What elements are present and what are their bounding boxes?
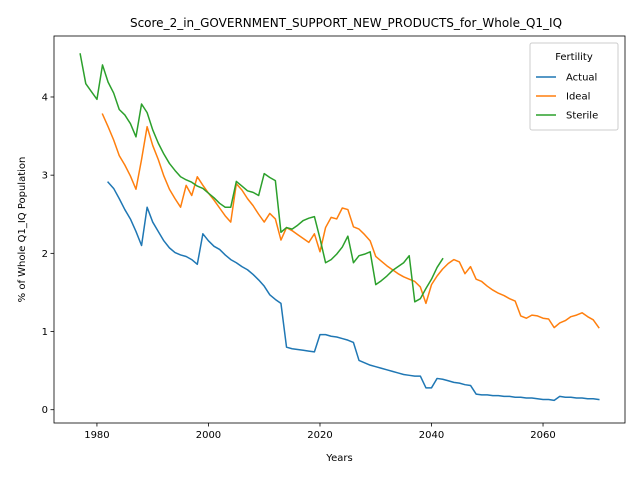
series-line-ideal xyxy=(101,113,600,329)
x-tick-label: 2060 xyxy=(530,430,555,441)
legend: Fertility Actual Ideal Sterile xyxy=(529,42,619,131)
x-tick-label: 2000 xyxy=(196,430,221,441)
legend-label-actual: Actual xyxy=(566,73,597,84)
plot-area xyxy=(53,35,626,424)
y-axis: 0 1 2 3 4 xyxy=(42,92,54,416)
legend-label-ideal: Ideal xyxy=(566,92,590,103)
legend-label-sterile: Sterile xyxy=(566,111,598,122)
legend-box xyxy=(529,42,619,131)
legend-entries: Actual Ideal Sterile xyxy=(536,73,598,122)
y-tick-label: 2 xyxy=(42,249,48,260)
y-axis-label: % of Whole Q1_IQ Population xyxy=(17,157,28,303)
x-tick-label: 1980 xyxy=(84,430,109,441)
x-axis-label: Years xyxy=(325,453,352,464)
x-tick-label: 2040 xyxy=(419,430,444,441)
x-axis: 1980 2000 2020 2040 2060 xyxy=(84,423,556,441)
series-line-actual xyxy=(107,181,600,402)
y-tick-label: 4 xyxy=(42,92,48,103)
legend-title: Fertility xyxy=(555,52,593,63)
y-tick-label: 0 xyxy=(42,405,48,416)
x-tick-label: 2020 xyxy=(307,430,332,441)
series-line-sterile xyxy=(79,53,444,303)
y-tick-label: 3 xyxy=(42,171,48,182)
series-layer xyxy=(79,53,600,402)
plot-frame xyxy=(53,35,626,424)
chart-title: Score_2_in_GOVERNMENT_SUPPORT_NEW_PRODUC… xyxy=(130,16,562,30)
y-tick-label: 1 xyxy=(42,327,48,338)
